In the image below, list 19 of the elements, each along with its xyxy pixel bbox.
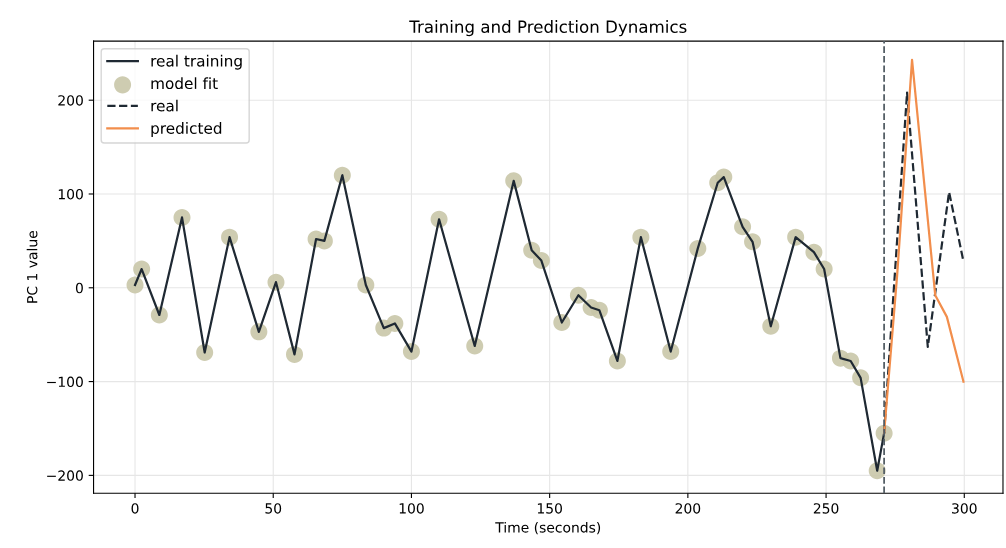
y-tick-label: −100: [47, 376, 83, 388]
x-axis-title: Time (seconds): [495, 521, 601, 535]
x-tick-label: 100: [399, 503, 424, 514]
y-tick-label: 0: [75, 282, 83, 294]
y-axis-title: PC 1 value: [26, 231, 38, 303]
legend-label: model fit: [151, 77, 218, 90]
y-tick-label: 100: [58, 188, 83, 200]
x-tick-label: 300: [952, 503, 977, 514]
legend-label: predicted: [151, 122, 222, 137]
x-tick-label: 150: [537, 503, 562, 514]
legend-label: real: [151, 99, 178, 112]
x-tick-label: 200: [675, 503, 701, 514]
x-tick-label: 250: [813, 503, 839, 514]
legend-label: real training: [151, 54, 242, 70]
chart-title: Training and Prediction Dynamics: [409, 20, 687, 37]
y-tick-label: −200: [47, 470, 83, 481]
x-tick-label: 50: [265, 503, 282, 514]
y-tick-label: 200: [58, 95, 83, 106]
x-tick-label: 0: [131, 503, 139, 514]
